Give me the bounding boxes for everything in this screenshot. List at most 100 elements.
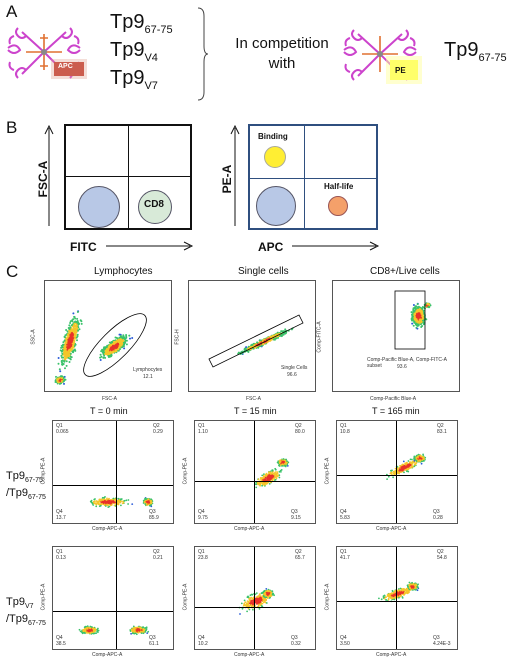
quadrant-vline xyxy=(396,421,397,523)
quadrant-xlabel: Comp-APC-A xyxy=(92,652,123,658)
q1-label: Q1 xyxy=(340,549,347,555)
single-cells-density-plot xyxy=(208,314,304,368)
q2-value: 80.0 xyxy=(295,429,305,435)
quadrant-vline xyxy=(116,547,117,649)
gating-ylabel: Comp-FITC-A xyxy=(316,321,323,353)
schematic-apc-plot: Binding Half-life xyxy=(248,124,378,230)
quadrant-xlabel: Comp-APC-A xyxy=(376,526,407,532)
quadrant-vline xyxy=(254,547,255,649)
q3-value: 4.24E-3 xyxy=(433,641,451,647)
q2-label: Q2 xyxy=(295,423,302,429)
quadrant-density-plot xyxy=(78,625,150,636)
gating-title-1: Lymphocytes xyxy=(94,266,153,277)
q4-label: Q4 xyxy=(198,509,205,515)
panel-c-letter: C xyxy=(6,262,19,281)
gate-name: Lymphocytes xyxy=(133,367,163,373)
apc-cell-population-icon xyxy=(256,186,296,226)
quadrant-hline xyxy=(337,601,457,602)
quadrant-density-plot xyxy=(89,496,154,508)
schematic-fitc-plot: CD8 xyxy=(64,124,192,230)
quadrant-ylabel: Comp-PE-A xyxy=(40,583,47,611)
pe-tag: PE xyxy=(395,66,406,75)
q4-value: 13.7 xyxy=(56,515,66,521)
fitc-axis-label: FITC xyxy=(70,240,97,254)
time-label-0: T = 0 min xyxy=(90,406,128,416)
q2-value: 0.29 xyxy=(153,429,163,435)
q2-label: Q2 xyxy=(295,549,302,555)
gating-plot-single-cells: Single Cells 96.6 xyxy=(188,280,316,392)
panel-b-letter: B xyxy=(6,118,18,137)
tetramer-pe-icon xyxy=(343,29,422,84)
quadrant-plot: Q1 0.13 Q2 0.21 Q4 38.5 Q3 61.1 xyxy=(52,546,174,650)
q1-value: 41.7 xyxy=(340,555,350,561)
q3-label: Q3 xyxy=(149,509,156,515)
cd8-label: CD8 xyxy=(143,199,164,210)
quadrant-plot: Q1 1.10 Q2 80.0 Q4 9.75 Q3 9.15 xyxy=(194,420,316,524)
q4-value: 9.75 xyxy=(198,515,208,521)
q1-value: 0.065 xyxy=(56,429,69,435)
q3-label: Q3 xyxy=(291,509,298,515)
gating-title-3: CD8+/Live cells xyxy=(370,266,440,277)
q3-label: Q3 xyxy=(433,509,440,515)
q1-label: Q1 xyxy=(340,423,347,429)
q2-label: Q2 xyxy=(437,549,444,555)
time-label-15: T = 15 min xyxy=(234,406,277,416)
competition-text: In competition with xyxy=(235,35,329,72)
q4-value: 38.5 xyxy=(56,641,66,647)
gate-value: 96.6 xyxy=(287,372,297,378)
y-arrow-icon xyxy=(230,124,240,226)
peptide-left-3: Tp9V7 xyxy=(110,67,158,92)
quadrant-vline xyxy=(254,421,255,523)
quadrant-plot: Q1 10.8 Q2 83.1 Q4 5.83 Q3 0.28 xyxy=(336,420,458,524)
quadrant-density-plot xyxy=(254,458,290,489)
q2-label: Q2 xyxy=(437,423,444,429)
gating-plot-lymphocytes: Lymphocytes 12.1 xyxy=(44,280,172,392)
peptide-right: Tp967-75 xyxy=(444,39,507,64)
q3-value: 61.1 xyxy=(149,641,159,647)
q1-value: 1.10 xyxy=(198,429,208,435)
q3-label: Q3 xyxy=(291,635,298,641)
lymphocyte-density-plot xyxy=(54,310,147,385)
q4-label: Q4 xyxy=(340,635,347,641)
q3-label: Q3 xyxy=(149,635,156,641)
gating-plot-cd8-live: Comp-Pacific Blue-A, Comp-FITC-A subset … xyxy=(332,280,460,392)
tetramer-apc-icon xyxy=(7,27,87,79)
gating-ylabel: FSC-H xyxy=(174,329,181,345)
half-life-dot-icon xyxy=(328,196,348,216)
quadrant-density-plot xyxy=(386,453,427,480)
q1-label: Q1 xyxy=(198,423,205,429)
binding-dot-icon xyxy=(264,146,286,168)
gating-ylabel: SSC-A xyxy=(30,329,37,345)
quadrant-hline xyxy=(53,611,173,612)
quadrant-plot: Q1 23.8 Q2 65.7 Q4 10.2 Q3 0.32 xyxy=(194,546,316,650)
q4-label: Q4 xyxy=(56,635,63,641)
q3-label: Q3 xyxy=(433,635,440,641)
q3-value: 85.9 xyxy=(149,515,159,521)
quadrant-xlabel: Comp-APC-A xyxy=(92,526,123,532)
cell-population-icon xyxy=(78,186,120,228)
q2-label: Q2 xyxy=(153,549,160,555)
time-label-165: T = 165 min xyxy=(372,406,420,416)
bracket-icon xyxy=(197,7,209,101)
x-arrow-icon xyxy=(292,241,380,251)
gating-xlabel: Comp-Pacific Blue-A xyxy=(370,396,417,402)
gating-title-2: Single cells xyxy=(238,266,289,277)
apc-tag: APC xyxy=(58,63,73,70)
peptide-left-2: Tp9V4 xyxy=(110,39,158,64)
q1-label: Q1 xyxy=(198,549,205,555)
q2-value: 0.21 xyxy=(153,555,163,561)
quadrant-xlabel: Comp-APC-A xyxy=(234,526,265,532)
q3-value: 9.15 xyxy=(291,515,301,521)
quadrant-xlabel: Comp-APC-A xyxy=(376,652,407,658)
quadrant-plot: Q1 0.065 Q2 0.29 Q4 13.7 Q3 85.9 xyxy=(52,420,174,524)
quadrant-xlabel: Comp-APC-A xyxy=(234,652,265,658)
gating-xlabel: FSC-A xyxy=(246,396,261,402)
q4-label: Q4 xyxy=(56,509,63,515)
quadrant-hline xyxy=(53,485,173,486)
gate-name: Single Cells xyxy=(281,365,308,371)
binding-label: Binding xyxy=(258,132,288,141)
quadrant-hline xyxy=(337,475,457,476)
quadrant-hline xyxy=(195,481,315,482)
q1-value: 0.13 xyxy=(56,555,66,561)
quadrant-density-plot xyxy=(238,588,275,615)
